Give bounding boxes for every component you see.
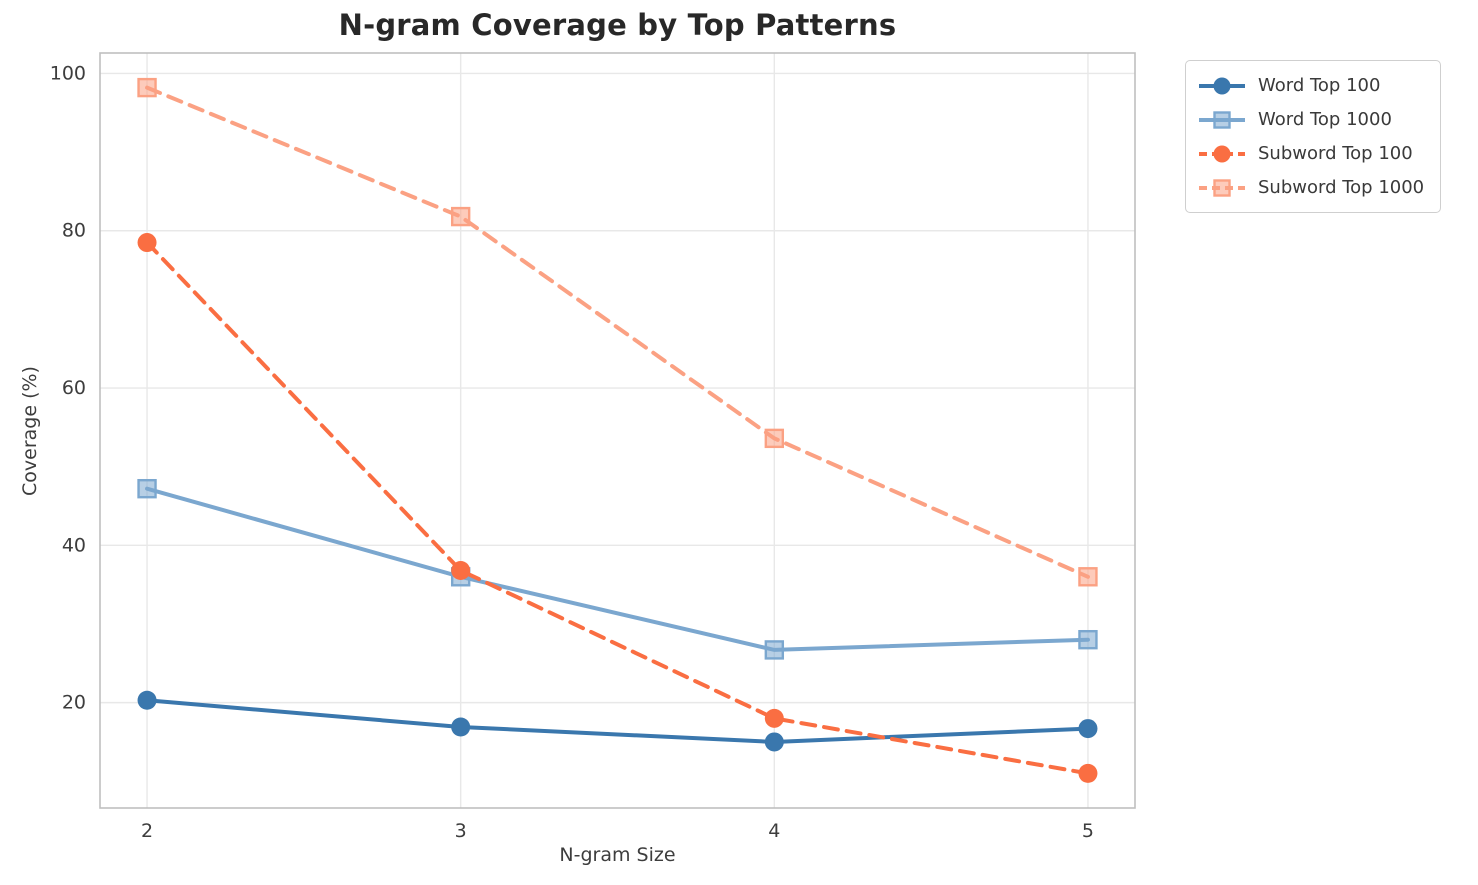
legend-line-sample xyxy=(1199,110,1245,129)
data-point-square xyxy=(450,206,471,227)
data-point-circle xyxy=(764,732,784,752)
y-axis-label: Coverage (%) xyxy=(19,366,41,496)
y-tick-label: 20 xyxy=(62,692,86,714)
legend-label: Word Top 1000 xyxy=(1258,109,1392,130)
data-point-square xyxy=(764,428,785,449)
y-tick-label: 100 xyxy=(50,62,86,84)
data-point-circle xyxy=(451,560,471,580)
legend-line-sample xyxy=(1199,178,1245,197)
series-line xyxy=(145,698,1090,744)
x-tick-label: 4 xyxy=(768,820,780,842)
y-tick-label: 40 xyxy=(62,534,86,556)
axes-spines xyxy=(99,52,1136,809)
data-point-square xyxy=(764,640,785,660)
data-point-circle xyxy=(137,690,157,710)
legend-line-sample xyxy=(1199,77,1245,94)
legend-label: Subword Top 1000 xyxy=(1258,177,1425,198)
data-point-circle xyxy=(1078,763,1098,783)
series-line xyxy=(145,240,1090,776)
legend-label: Subword Top 100 xyxy=(1258,143,1413,164)
legend-square-marker-icon xyxy=(1213,178,1231,197)
legend: Word Top 100 Word Top 1000 Subword Top 100… xyxy=(1185,60,1442,213)
x-tick-label: 2 xyxy=(141,820,153,842)
data-point-square xyxy=(137,77,157,98)
legend-label: Word Top 100 xyxy=(1258,75,1381,96)
series-line xyxy=(145,85,1090,579)
data-point-circle xyxy=(137,233,157,253)
legend-line-sample xyxy=(1199,145,1245,162)
legend-item: Subword Top 1000 xyxy=(1198,174,1424,201)
data-point-circle xyxy=(451,717,471,737)
x-tick-label: 3 xyxy=(455,820,467,842)
legend-item: Word Top 1000 xyxy=(1198,106,1424,133)
chart-title: N-gram Coverage by Top Patterns xyxy=(338,8,897,42)
data-point-circle xyxy=(1078,719,1098,739)
x-axis-label: N-gram Size xyxy=(559,844,676,866)
data-point-square xyxy=(137,478,157,499)
legend-circle-marker-icon xyxy=(1213,145,1231,162)
legend-circle-marker-icon xyxy=(1213,77,1231,94)
data-point-square xyxy=(1078,629,1098,650)
series-line xyxy=(145,486,1090,652)
y-tick-label: 60 xyxy=(62,377,86,399)
data-point-circle xyxy=(764,708,784,728)
legend-item: Subword Top 100 xyxy=(1198,140,1424,167)
legend-square-marker-icon xyxy=(1213,110,1231,129)
data-point-square xyxy=(1078,567,1098,587)
y-tick-label: 80 xyxy=(62,220,86,242)
legend-item: Word Top 100 xyxy=(1198,72,1424,99)
x-tick-label: 5 xyxy=(1082,820,1094,842)
